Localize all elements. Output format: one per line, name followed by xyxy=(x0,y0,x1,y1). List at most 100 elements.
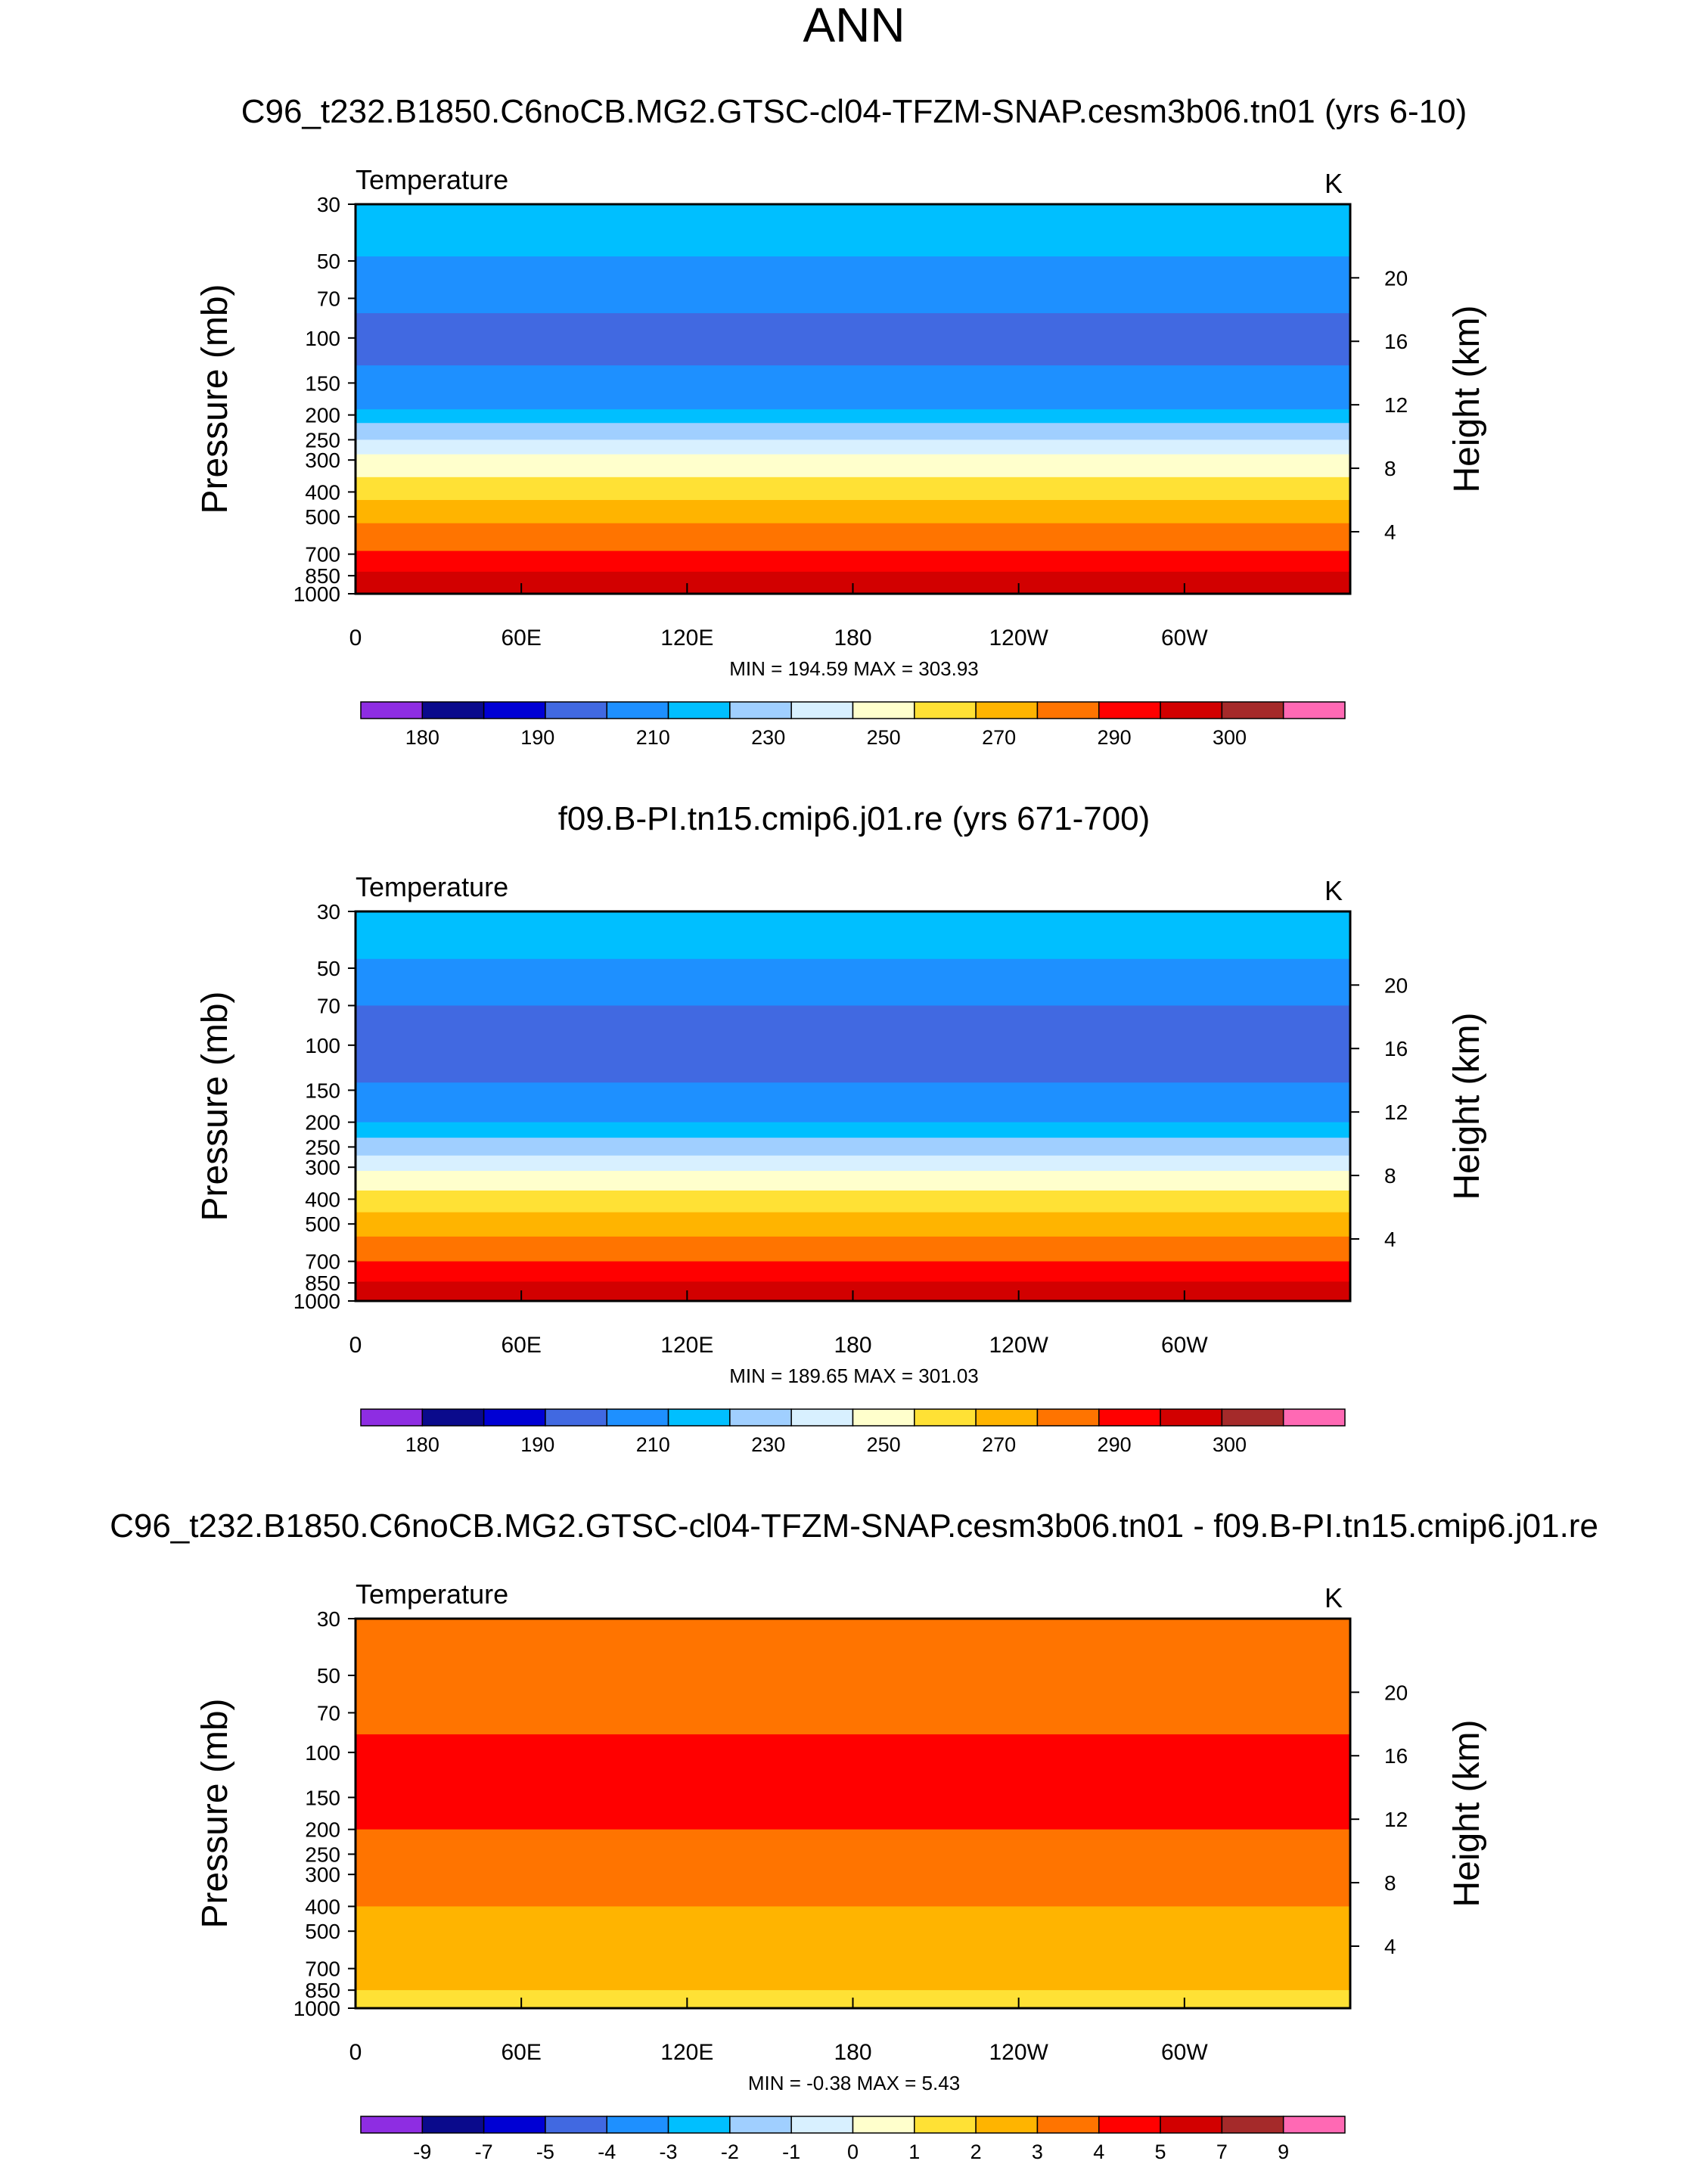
y2-tick-label: 16 xyxy=(1384,1744,1408,1768)
y2-tick-label: 12 xyxy=(1384,1101,1408,1124)
colorbar-label: 300 xyxy=(1213,1433,1247,1456)
stats-label: MIN = 189.65 MAX = 301.03 xyxy=(729,1365,979,1387)
colorbar-swatch xyxy=(1221,2116,1284,2134)
colorbar-swatch xyxy=(667,2116,731,2134)
y2-tick-label: 12 xyxy=(1384,393,1408,417)
y2-tick-label: 20 xyxy=(1384,973,1408,997)
colorbar-swatch xyxy=(606,2116,669,2134)
contour-band xyxy=(356,1906,1350,1991)
contour-band xyxy=(356,1734,1350,1830)
contour-band xyxy=(356,958,1350,1006)
colorbar-swatch xyxy=(421,1408,485,1427)
contour-band xyxy=(356,1122,1350,1138)
contour-band xyxy=(356,1236,1350,1262)
y-tick-label: 150 xyxy=(305,1079,340,1102)
panel-title: C96_t232.B1850.C6noCB.MG2.GTSC-cl04-TFZM… xyxy=(110,1507,1598,1545)
colorbar-swatch xyxy=(1160,2116,1223,2134)
contour-band xyxy=(356,477,1350,501)
x-tick-label: 60W xyxy=(1161,626,1208,650)
y-tick-label: 1000 xyxy=(293,1997,340,2020)
x-tick-label: 120W xyxy=(989,626,1048,650)
y2-tick-label: 8 xyxy=(1384,1164,1396,1188)
contour-band xyxy=(356,256,1350,314)
x-tick-label: 120E xyxy=(660,2040,713,2065)
colorbar-swatch xyxy=(852,2116,915,2134)
colorbar-label: 2 xyxy=(970,2141,982,2163)
units-label: K xyxy=(1324,875,1343,906)
colorbar-label: 1 xyxy=(908,2141,920,2163)
colorbar-swatch xyxy=(914,1408,977,1427)
colorbar-label: -9 xyxy=(413,2141,431,2163)
x-tick-label: 120E xyxy=(660,626,713,650)
colorbar-swatch xyxy=(1098,1408,1161,1427)
contour-band xyxy=(356,1005,1350,1083)
colorbar-label: 230 xyxy=(751,726,785,749)
contour-band xyxy=(356,365,1350,410)
colorbar-swatch xyxy=(606,1408,669,1427)
y-tick-label: 1000 xyxy=(293,1290,340,1313)
y2-tick-label: 16 xyxy=(1384,330,1408,353)
stats-label: MIN = 194.59 MAX = 303.93 xyxy=(729,657,979,680)
y-tick-label: 30 xyxy=(317,900,340,924)
y-tick-label: 70 xyxy=(317,994,340,1017)
colorbar-swatch xyxy=(975,2116,1039,2134)
colorbar-label: 3 xyxy=(1032,2141,1043,2163)
contour-band xyxy=(356,1829,1350,1907)
y-tick-label: 100 xyxy=(305,327,340,350)
y-tick-label: 250 xyxy=(305,1135,340,1159)
x-tick-label: 0 xyxy=(349,2040,362,2065)
y-tick-label: 850 xyxy=(305,1271,340,1295)
contour-band xyxy=(356,1190,1350,1213)
colorbar-label: -5 xyxy=(536,2141,554,2163)
colorbar-swatch xyxy=(360,701,424,719)
colorbar-swatch xyxy=(483,1408,546,1427)
variable-label: Temperature xyxy=(356,164,508,195)
x-tick-label: 120W xyxy=(989,1333,1048,1358)
y-tick-label: 300 xyxy=(305,1863,340,1886)
x-tick-label: 0 xyxy=(349,1333,362,1358)
colorbar-swatch xyxy=(975,1408,1039,1427)
colorbar-label: 4 xyxy=(1093,2141,1104,2163)
colorbar-swatch xyxy=(545,1408,607,1427)
colorbar-label: 270 xyxy=(982,1433,1016,1456)
colorbar-swatch xyxy=(1221,1408,1284,1427)
colorbar-swatch xyxy=(1098,701,1161,719)
x-tick-label: 0 xyxy=(349,626,362,650)
y-tick-label: 50 xyxy=(317,250,340,273)
x-tick-label: 60E xyxy=(501,2040,541,2065)
contour-band xyxy=(356,423,1350,440)
colorbar-swatch xyxy=(852,1408,915,1427)
colorbar-label: 180 xyxy=(405,1433,439,1456)
colorbar-label: -3 xyxy=(660,2141,678,2163)
contour-band xyxy=(356,523,1350,551)
colorbar-label: -1 xyxy=(782,2141,800,2163)
y2-tick-label: 4 xyxy=(1384,1228,1396,1251)
y-tick-label: 400 xyxy=(305,480,340,504)
y-tick-label: 700 xyxy=(305,1250,340,1274)
y-tick-label: 50 xyxy=(317,1664,340,1687)
colorbar-label: -4 xyxy=(598,2141,616,2163)
colorbar-swatch xyxy=(667,701,731,719)
y-tick-label: 200 xyxy=(305,1818,340,1842)
y-tick-label: 500 xyxy=(305,1212,340,1236)
colorbar-swatch xyxy=(790,2116,854,2134)
colorbar-swatch xyxy=(483,701,546,719)
colorbar-swatch xyxy=(729,701,792,719)
colorbar-swatch xyxy=(606,701,669,719)
y-tick-label: 400 xyxy=(305,1188,340,1211)
colorbar-label: 9 xyxy=(1278,2141,1289,2163)
x-tick-label: 60E xyxy=(501,626,541,650)
colorbar-swatch xyxy=(360,1408,424,1427)
y-tick-label: 300 xyxy=(305,449,340,472)
y-tick-label: 100 xyxy=(305,1741,340,1765)
y-tick-label: 300 xyxy=(305,1156,340,1179)
y2-tick-label: 12 xyxy=(1384,1808,1408,1831)
colorbar-label: 230 xyxy=(751,1433,785,1456)
contour-band xyxy=(356,1082,1350,1123)
colorbar-swatch xyxy=(545,701,607,719)
y-tick-label: 100 xyxy=(305,1034,340,1057)
colorbar-label: 250 xyxy=(867,726,901,749)
colorbar-swatch xyxy=(729,2116,792,2134)
y-axis-label: Pressure (mb) xyxy=(195,1698,235,1928)
x-tick-label: 180 xyxy=(834,626,871,650)
